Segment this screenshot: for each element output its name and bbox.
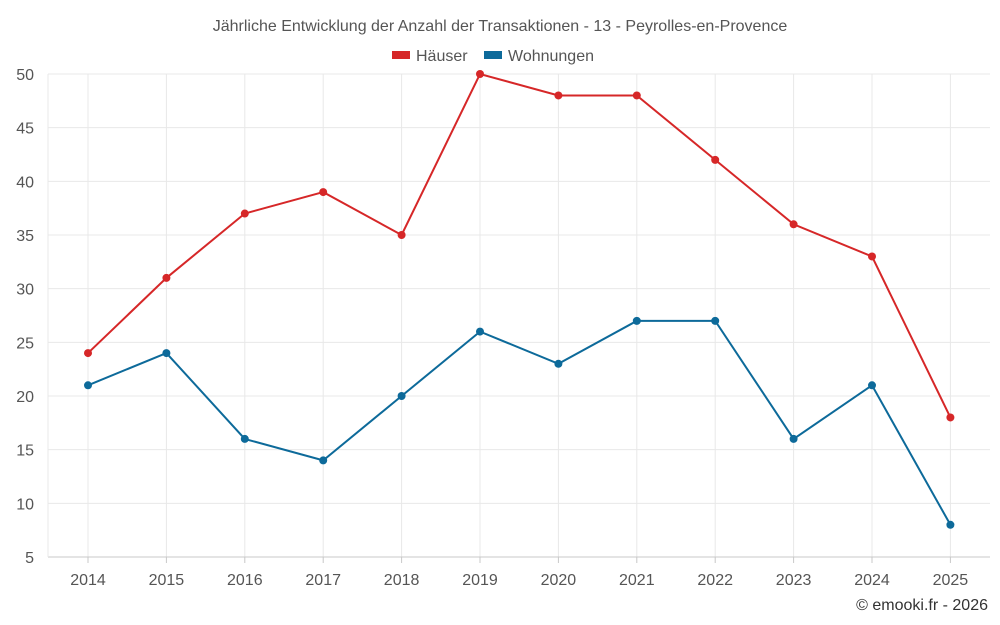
- data-point-wohnungen[interactable]: [711, 316, 720, 325]
- x-tick-label: 2021: [619, 572, 655, 589]
- x-tick-label: 2024: [854, 572, 890, 589]
- y-tick-label: 20: [16, 389, 34, 406]
- data-point-wohnungen[interactable]: [868, 381, 876, 390]
- data-point-wohnungen[interactable]: [162, 349, 171, 358]
- data-point-haeuser[interactable]: [84, 349, 92, 358]
- y-tick-label: 30: [16, 282, 34, 299]
- data-point-wohnungen[interactable]: [554, 359, 563, 368]
- data-point-wohnungen[interactable]: [397, 392, 406, 400]
- data-point-wohnungen[interactable]: [240, 434, 249, 443]
- data-point-haeuser[interactable]: [240, 209, 249, 218]
- x-tick-label: 2025: [933, 572, 969, 589]
- data-point-wohnungen[interactable]: [84, 381, 92, 390]
- data-point-haeuser[interactable]: [868, 252, 876, 261]
- x-tick-label: 2022: [697, 572, 733, 589]
- x-tick-label: 2015: [149, 572, 185, 589]
- legend: Häuser Wohnungen: [392, 48, 594, 65]
- y-tick-label: 15: [16, 443, 34, 460]
- x-tick-label: 2019: [462, 572, 498, 589]
- x-tick-label: 2023: [776, 572, 812, 589]
- data-point-wohnungen[interactable]: [319, 456, 328, 465]
- y-tick-label: 10: [16, 496, 34, 513]
- x-tick-label: 2016: [227, 572, 263, 589]
- series: [84, 70, 955, 529]
- data-point-haeuser[interactable]: [711, 155, 720, 164]
- x-tick-label: 2017: [305, 572, 341, 589]
- data-point-haeuser[interactable]: [789, 220, 798, 229]
- data-point-wohnungen[interactable]: [476, 327, 484, 336]
- y-tick-label: 5: [25, 550, 34, 567]
- series-line-wohnungen: [87, 319, 952, 526]
- series-haeuser: [84, 70, 955, 422]
- data-point-wohnungen[interactable]: [632, 316, 641, 325]
- legend-label-wohnungen: Wohnungen: [508, 48, 594, 65]
- data-point-haeuser[interactable]: [397, 231, 406, 239]
- y-tick-label: 40: [16, 174, 34, 191]
- data-point-haeuser[interactable]: [319, 188, 328, 197]
- y-tick-label: 50: [16, 67, 34, 84]
- series-wohnungen: [84, 316, 955, 529]
- legend-item-haeuser[interactable]: Häuser: [392, 48, 468, 65]
- grid: [48, 73, 990, 557]
- data-point-haeuser[interactable]: [946, 413, 955, 422]
- x-tick-label: 2020: [541, 572, 577, 589]
- data-point-wohnungen[interactable]: [946, 520, 955, 529]
- legend-item-wohnungen[interactable]: Wohnungen: [484, 48, 594, 65]
- legend-swatch-wohnungen: [484, 51, 502, 59]
- legend-swatch-haeuser: [392, 51, 410, 59]
- y-tick-label: 25: [16, 335, 34, 352]
- data-point-haeuser[interactable]: [162, 273, 171, 282]
- x-tick-label: 2014: [70, 572, 106, 589]
- data-point-haeuser[interactable]: [476, 70, 484, 78]
- credit-text: © emooki.fr - 2026: [856, 597, 988, 614]
- y-tick-label: 45: [16, 121, 34, 138]
- series-line-haeuser: [87, 72, 952, 418]
- legend-label-haeuser: Häuser: [416, 48, 468, 65]
- data-point-wohnungen[interactable]: [789, 434, 798, 443]
- y-tick-label: 35: [16, 228, 34, 245]
- x-tick-label: 2018: [384, 572, 420, 589]
- data-point-haeuser[interactable]: [632, 91, 641, 100]
- chart-title: Jährliche Entwicklung der Anzahl der Tra…: [213, 18, 788, 35]
- data-point-haeuser[interactable]: [554, 91, 563, 100]
